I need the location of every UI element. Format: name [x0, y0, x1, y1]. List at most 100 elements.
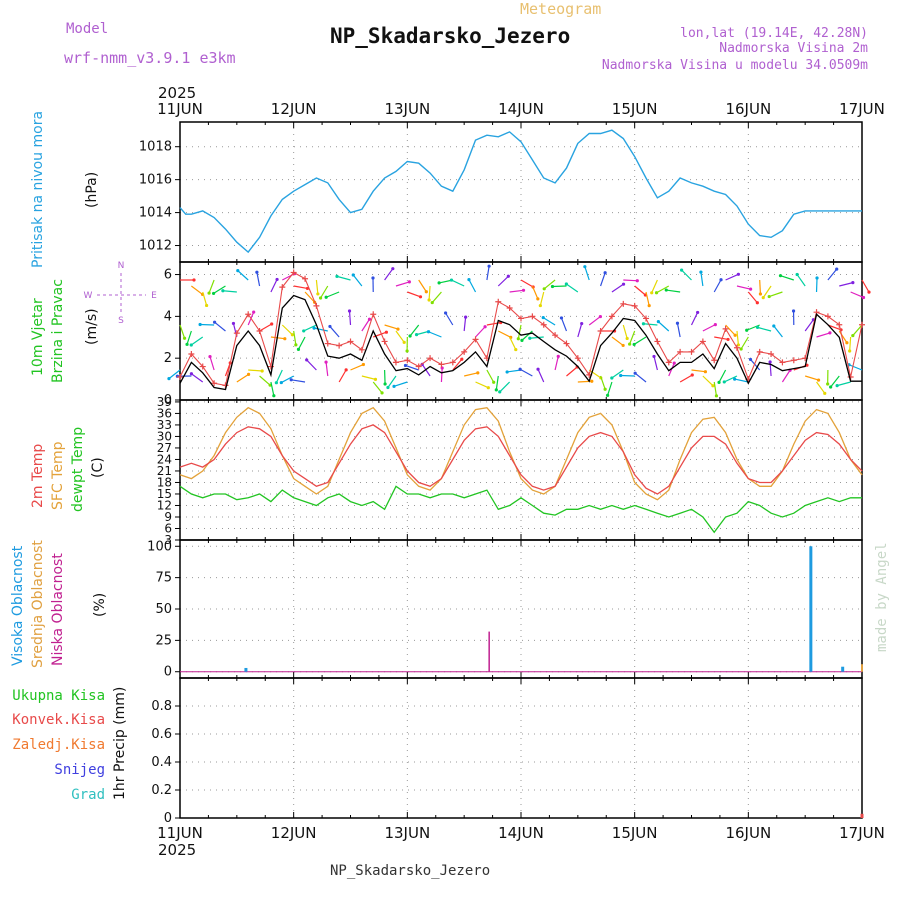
wind-gust-marker	[631, 302, 638, 309]
cloud-ytick-label: 25	[155, 633, 172, 648]
wind-arrow	[773, 325, 783, 338]
wind-arrow	[236, 373, 249, 383]
wind-arrow	[780, 275, 794, 281]
wind-gust-marker	[665, 359, 672, 366]
wind-gust-marker	[552, 332, 559, 339]
wind-arrow-head	[418, 295, 423, 299]
wind-arrow	[599, 272, 606, 287]
legend-ukupna-kisa: Ukupna Kisa	[12, 688, 105, 704]
wind-arrow-head	[650, 291, 654, 295]
wind-arrow	[248, 369, 263, 372]
wind-arrow-head	[767, 294, 771, 299]
cloud-high-label: Visoka Oblacnost	[10, 545, 26, 666]
wind-mean-line	[179, 294, 862, 391]
wind-arrow-head	[815, 276, 819, 280]
wind-arrow	[852, 324, 863, 336]
wind-arrow	[804, 319, 814, 332]
wind-arrow	[315, 279, 319, 294]
wind-ylabel: (m/s)	[84, 308, 100, 345]
wind-arrow-head	[296, 347, 301, 351]
wind-arrow	[191, 285, 203, 295]
wind-title-line1: 10m Vjetar	[30, 298, 46, 376]
wind-arrow	[750, 359, 761, 371]
wind-arrow-head	[736, 272, 740, 276]
temperature-ytick-label: 9	[164, 510, 172, 524]
wind-arrow	[213, 285, 226, 294]
wind-arrow-head	[719, 278, 723, 282]
wind-arrow-head	[538, 303, 542, 308]
wind-arrow	[599, 375, 606, 390]
pressure-ytick-label: 1016	[139, 173, 172, 188]
wind-arrow-head	[483, 325, 487, 329]
wind-gust-marker	[472, 336, 479, 343]
wind-arrow-head	[498, 390, 502, 394]
wind-arrow-head	[791, 309, 796, 313]
wind-arrow	[588, 316, 601, 326]
wind-arrow-head	[371, 276, 375, 280]
wind-arrow	[633, 336, 647, 345]
wind-arrow	[520, 279, 534, 288]
wind-arrow-head	[294, 343, 298, 347]
wind-arrow-head	[726, 337, 730, 342]
wind-arrow-head	[795, 272, 799, 277]
wind-gust-marker	[461, 348, 468, 355]
wind-arrow	[237, 270, 249, 281]
wind-arrow-head	[851, 333, 855, 338]
wind-arrow	[804, 375, 819, 381]
temperature-ytick-label: 24	[157, 452, 172, 466]
wind-arrow	[270, 279, 278, 293]
wind-arrow-head	[402, 340, 406, 344]
wind-arrow	[409, 324, 420, 337]
temperature-ytick-label: 18	[157, 475, 172, 489]
wind-arrow	[796, 274, 806, 287]
wind-arrow	[293, 285, 308, 290]
wind-arrow-head	[606, 393, 610, 397]
wind-arrow-head	[207, 291, 211, 295]
wind-arrow-head	[536, 297, 540, 301]
date-label-top: 15JUN	[612, 100, 658, 118]
wind-arrow-head	[208, 355, 212, 359]
cloud-bar	[244, 667, 248, 672]
pressure-panel: 1012 1014 1016 1018	[139, 121, 863, 263]
temp-2m-line	[179, 424, 863, 495]
wind-arrow-head	[506, 274, 510, 278]
wind-gust-marker	[211, 380, 218, 387]
wind-arrow-head	[536, 367, 540, 371]
wind-arrow-head	[768, 360, 772, 364]
wind-gust-marker	[824, 313, 831, 320]
wind-arrow-head	[221, 289, 225, 293]
temperature-ytick-label: 15	[157, 487, 172, 501]
wind-arrow-head	[344, 368, 348, 372]
wind-arrow	[350, 363, 364, 371]
wind-arrow-head	[518, 367, 522, 371]
wind-arrow-head	[541, 315, 545, 320]
wind-arrow-head	[758, 292, 763, 296]
wind-arrow-head	[236, 269, 240, 273]
wind-arrow-head	[384, 330, 388, 334]
wind-arrow	[208, 279, 215, 294]
wind-arrow	[179, 324, 186, 339]
wind-arrow	[769, 291, 783, 298]
wind-arrow-head	[711, 384, 715, 388]
wind-arrow-head	[189, 372, 194, 376]
date-label-top: 14JUN	[498, 100, 544, 118]
wind-arrow	[338, 369, 347, 383]
wind-gust-marker	[620, 300, 627, 307]
wind-arrow	[168, 369, 181, 380]
wind-arrow	[428, 285, 431, 301]
wind-gust-marker	[529, 313, 536, 320]
wind-arrow	[611, 283, 624, 293]
wind-arrow-head	[755, 301, 759, 305]
wind-arrow	[304, 291, 316, 303]
wind-arrow-head	[564, 282, 568, 286]
wind-gust-marker	[381, 338, 388, 345]
wind-gust-marker	[643, 315, 650, 322]
wind-arrow-head	[583, 265, 587, 269]
wind-arrow	[850, 291, 864, 299]
wind-arrow	[372, 381, 383, 394]
wind-arrow-head	[654, 291, 659, 295]
wind-arrow	[418, 279, 427, 293]
wind-arrow	[440, 367, 443, 383]
wind-gust-marker	[722, 325, 729, 332]
wind-arrow	[736, 330, 740, 345]
